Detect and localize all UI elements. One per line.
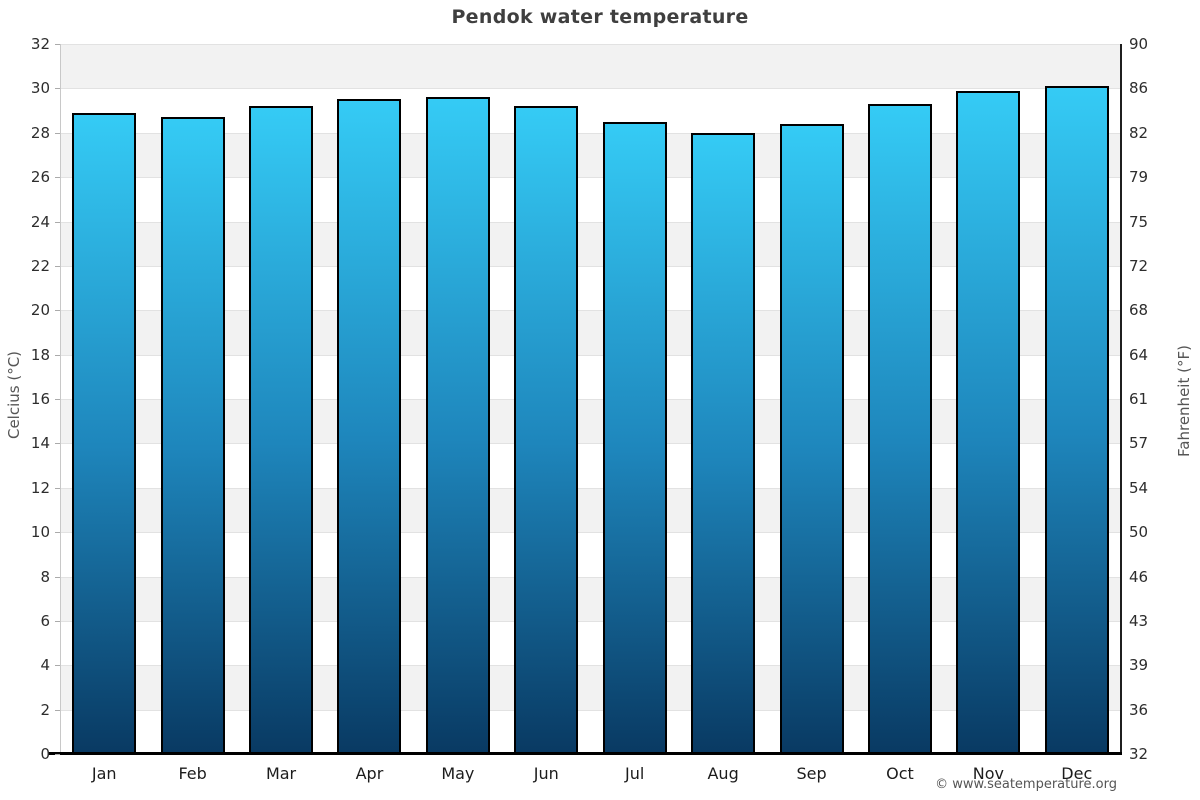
grid-band bbox=[60, 88, 1121, 133]
y-tick-label-celsius: 8 bbox=[40, 567, 50, 586]
y-tick-label-celsius: 20 bbox=[30, 301, 50, 320]
x-tick-label-jun: Jun bbox=[533, 764, 559, 783]
y-tick-label-celsius: 2 bbox=[40, 700, 50, 719]
y-tick-mark bbox=[55, 532, 60, 534]
grid-band bbox=[60, 354, 1121, 399]
bar-sep bbox=[779, 123, 844, 754]
grid-band bbox=[60, 310, 1121, 355]
y-tick-label-fahrenheit: 36 bbox=[1129, 700, 1149, 719]
bar-jan bbox=[72, 112, 137, 754]
y-tick-label-celsius: 24 bbox=[30, 212, 50, 231]
y-tick-label-celsius: 22 bbox=[30, 256, 50, 275]
grid-band bbox=[60, 620, 1121, 666]
right-axis-line bbox=[1120, 44, 1122, 754]
y-tick-label-celsius: 6 bbox=[40, 611, 50, 630]
x-tick-label-nov: Nov bbox=[972, 764, 1004, 783]
y-tick-mark bbox=[55, 265, 60, 267]
y-tick-label-celsius: 18 bbox=[30, 345, 50, 364]
grid-band bbox=[60, 132, 1121, 178]
x-tick-label-feb: Feb bbox=[178, 764, 207, 783]
y-tick-mark bbox=[55, 665, 60, 667]
y-tick-mark bbox=[55, 576, 60, 578]
y-tick-label-celsius: 28 bbox=[30, 123, 50, 142]
bar-mar bbox=[249, 106, 314, 754]
watermark: © www.seatemperature.org bbox=[935, 777, 1117, 792]
y-tick-label-celsius: 32 bbox=[30, 35, 50, 53]
y-tick-label-fahrenheit: 79 bbox=[1129, 168, 1149, 187]
y-tick-label-fahrenheit: 90 bbox=[1129, 35, 1149, 53]
x-axis-baseline bbox=[48, 752, 1122, 755]
y-tick-mark bbox=[55, 399, 60, 400]
grid-band bbox=[60, 665, 1121, 710]
x-tick-label-aug: Aug bbox=[707, 764, 739, 783]
y-tick-label-celsius: 10 bbox=[30, 523, 50, 542]
y-tick-label-fahrenheit: 50 bbox=[1129, 523, 1149, 542]
y-tick-label-celsius: 16 bbox=[30, 390, 50, 408]
chart-title: Pendok water temperature bbox=[451, 6, 749, 28]
y-tick-mark bbox=[55, 221, 60, 223]
y-tick-mark bbox=[55, 487, 60, 489]
bar-jun bbox=[514, 106, 579, 754]
y-tick-label-fahrenheit: 61 bbox=[1129, 390, 1149, 408]
x-tick-label-jul: Jul bbox=[625, 764, 645, 783]
grid-band bbox=[60, 221, 1121, 266]
bar-may bbox=[425, 97, 490, 754]
y-tick-label-fahrenheit: 32 bbox=[1129, 745, 1149, 763]
bar-oct bbox=[867, 103, 932, 754]
y-tick-label-fahrenheit: 75 bbox=[1129, 212, 1149, 231]
y-tick-mark bbox=[55, 132, 60, 134]
x-tick-label-may: May bbox=[441, 764, 475, 783]
bar-jul bbox=[602, 121, 667, 754]
y-tick-label-celsius: 0 bbox=[40, 745, 50, 763]
grid-band bbox=[60, 532, 1121, 577]
y-axis-title-fahrenheit: Fahrenheit (°F) bbox=[1175, 345, 1193, 457]
y-tick-mark bbox=[55, 443, 60, 445]
y-tick-label-celsius: 26 bbox=[30, 168, 50, 187]
y-tick-label-celsius: 12 bbox=[30, 478, 50, 497]
plot-area bbox=[60, 44, 1121, 754]
y-tick-mark bbox=[55, 44, 60, 45]
y-tick-mark bbox=[55, 354, 60, 356]
y-tick-mark bbox=[55, 754, 60, 755]
x-tick-label-oct: Oct bbox=[886, 764, 914, 783]
bar-dec bbox=[1044, 86, 1109, 754]
y-tick-label-fahrenheit: 64 bbox=[1129, 345, 1149, 364]
y-tick-mark bbox=[55, 709, 60, 711]
grid-band bbox=[60, 576, 1121, 621]
bar-feb bbox=[160, 117, 225, 754]
x-tick-label-apr: Apr bbox=[355, 764, 384, 783]
y-tick-label-fahrenheit: 39 bbox=[1129, 656, 1149, 675]
y-tick-mark bbox=[55, 88, 60, 90]
grid-band bbox=[60, 265, 1121, 311]
y-tick-label-fahrenheit: 82 bbox=[1129, 123, 1149, 142]
y-tick-label-celsius: 14 bbox=[30, 434, 50, 453]
grid-band bbox=[60, 399, 1121, 444]
grid-band bbox=[60, 709, 1121, 754]
y-tick-mark bbox=[55, 177, 60, 179]
y-tick-label-fahrenheit: 46 bbox=[1129, 567, 1149, 586]
y-tick-label-fahrenheit: 72 bbox=[1129, 256, 1149, 275]
y-tick-label-celsius: 30 bbox=[30, 79, 50, 98]
x-tick-label-mar: Mar bbox=[265, 764, 297, 783]
y-tick-label-fahrenheit: 43 bbox=[1129, 611, 1149, 630]
bar-aug bbox=[691, 132, 756, 754]
bar-apr bbox=[337, 99, 402, 754]
x-tick-label-jan: Jan bbox=[91, 764, 117, 783]
grid-band bbox=[60, 177, 1121, 222]
grid-band bbox=[60, 487, 1121, 533]
y-tick-label-fahrenheit: 57 bbox=[1129, 434, 1149, 453]
grid-band bbox=[60, 443, 1121, 488]
x-tick-label-sep: Sep bbox=[796, 764, 827, 783]
y-tick-mark bbox=[55, 620, 60, 622]
y-tick-label-celsius: 4 bbox=[40, 656, 50, 675]
left-axis-line bbox=[60, 44, 61, 754]
grid-band bbox=[60, 44, 1121, 89]
y-tick-label-fahrenheit: 54 bbox=[1129, 478, 1149, 497]
y-tick-label-fahrenheit: 86 bbox=[1129, 79, 1149, 98]
bar-nov bbox=[956, 90, 1021, 754]
x-tick-label-dec: Dec bbox=[1061, 764, 1093, 783]
y-tick-mark bbox=[55, 310, 60, 312]
y-tick-label-fahrenheit: 68 bbox=[1129, 301, 1149, 320]
